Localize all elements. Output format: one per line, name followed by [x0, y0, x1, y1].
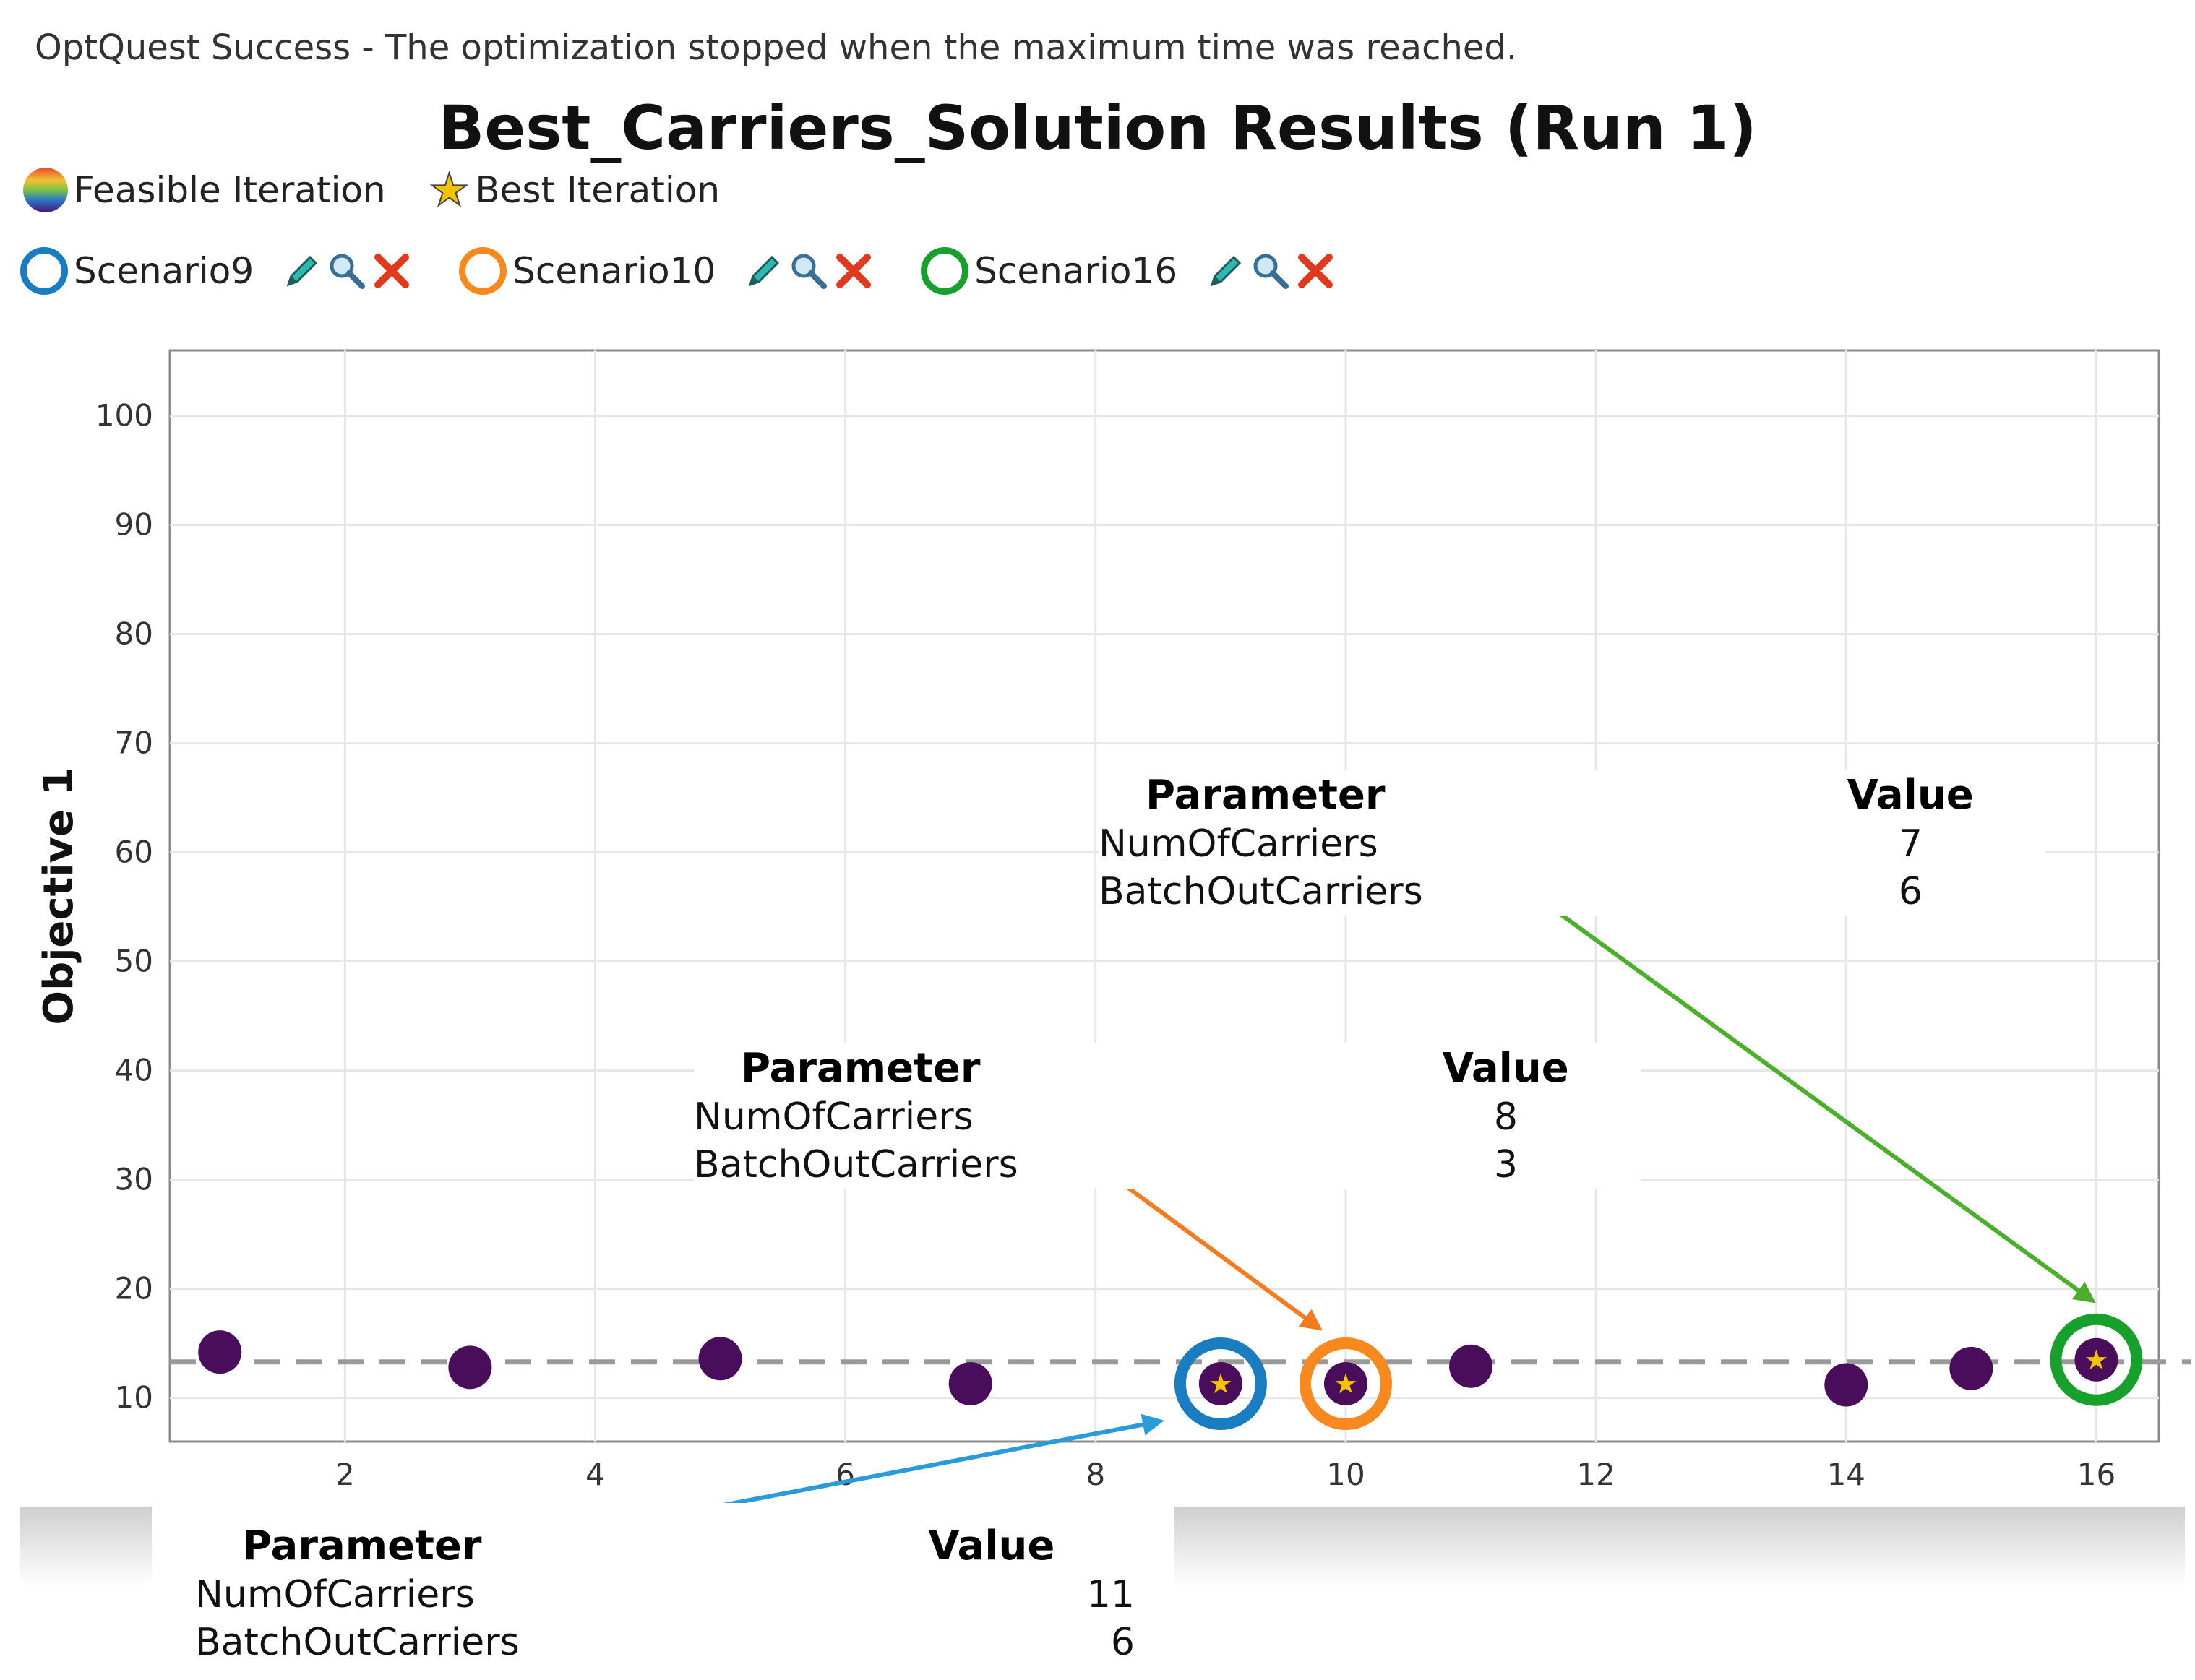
callout-param-value: 11	[1086, 1573, 1135, 1616]
x-tick-label: 4	[585, 1457, 605, 1492]
scenario16-parameter-callout: Parameter Value NumOfCarriers 7 BatchOut…	[1099, 770, 2045, 916]
callout-header-parameter: Parameter	[741, 1044, 981, 1092]
y-tick-label: 40	[115, 1053, 153, 1088]
feasible-iteration-point[interactable]	[1824, 1363, 1868, 1407]
callout-param-name: BatchOutCarriers	[195, 1621, 520, 1664]
feasible-iteration-label: Feasible Iteration	[74, 169, 386, 211]
scenario9-ring-icon	[20, 247, 68, 295]
callout-param-value: 6	[1898, 870, 1923, 913]
callout-header-value: Value	[928, 1522, 1055, 1569]
scenario-item-9[interactable]: Scenario9	[20, 247, 416, 295]
magnifier-icon[interactable]	[1250, 250, 1292, 292]
callout-param-name: NumOfCarriers	[195, 1573, 475, 1616]
scenario-item-16[interactable]: Scenario16	[921, 247, 1339, 295]
best-star-marker: ★	[2084, 1344, 2108, 1376]
x-tick-label: 16	[2077, 1457, 2115, 1492]
magnifier-icon[interactable]	[326, 250, 368, 292]
y-tick-label: 50	[115, 944, 153, 979]
best-iteration-label: Best Iteration	[475, 169, 721, 211]
callout-header-parameter: Parameter	[242, 1522, 482, 1569]
x-tick-label: 8	[1086, 1457, 1105, 1492]
feasible-iteration-point[interactable]	[698, 1337, 742, 1381]
callout-header-value: Value	[1442, 1044, 1569, 1092]
y-tick-label: 60	[115, 835, 153, 870]
best-iteration-star-icon: ★	[429, 163, 471, 216]
status-message: OptQuest Success - The optimization stop…	[35, 27, 1518, 68]
chart-title: Best_Carriers_Solution Results (Run 1)	[438, 92, 1757, 163]
x-tick-label: 6	[836, 1457, 855, 1492]
y-tick-label: 10	[115, 1380, 153, 1416]
scenario-highlight-ring[interactable]	[1174, 1337, 1267, 1430]
delete-x-icon[interactable]	[1294, 250, 1336, 292]
legend-iteration-types: Feasible Iteration ★ Best Iteration	[23, 163, 721, 216]
data-points: ★ ★ ★	[198, 1313, 2143, 1430]
delete-x-icon[interactable]	[371, 250, 413, 292]
callout-param-value: 6	[1110, 1621, 1135, 1664]
pencil-icon[interactable]	[743, 250, 785, 292]
y-tick-label: 80	[115, 616, 153, 652]
y-axis-label: Objective 1	[35, 767, 82, 1025]
callout-param-value: 8	[1493, 1095, 1518, 1139]
scenario-highlight-ring[interactable]	[1299, 1337, 1392, 1430]
delete-x-icon[interactable]	[833, 250, 875, 292]
callout-param-value: 3	[1493, 1143, 1518, 1186]
y-tick-label: 20	[115, 1271, 153, 1306]
scenario-highlight-ring[interactable]	[2050, 1313, 2143, 1406]
feasible-iteration-point[interactable]	[448, 1345, 492, 1390]
best-star-marker: ★	[1333, 1368, 1358, 1400]
y-tick-label: 90	[115, 507, 153, 543]
feasible-iteration-icon	[23, 168, 68, 212]
pencil-icon[interactable]	[1205, 250, 1247, 292]
scenario16-ring-icon	[921, 247, 969, 295]
best-iteration-point[interactable]	[1323, 1361, 1367, 1405]
axis-ticks: 10 20 30 40 50 60 70 80 90 100 2 4 6 8 10 12 14 16	[95, 398, 2115, 1492]
pencil-icon[interactable]	[281, 250, 323, 292]
callout-header-parameter: Parameter	[1146, 771, 1386, 819]
callout-param-name: BatchOutCarriers	[694, 1143, 1018, 1186]
best-star-marker: ★	[1208, 1368, 1233, 1400]
x-tick-label: 10	[1326, 1457, 1365, 1492]
scenario9-parameter-callout: Parameter Value NumOfCarriers 11 BatchOu…	[152, 1503, 1174, 1680]
x-tick-label: 14	[1827, 1457, 1865, 1492]
scenario-legend: Scenario9 Scenario10 Scenario16	[20, 247, 1383, 295]
callout-param-name: NumOfCarriers	[694, 1095, 974, 1139]
x-tick-label: 2	[335, 1457, 355, 1492]
y-tick-label: 70	[115, 725, 153, 761]
scenario9-label: Scenario9	[74, 250, 254, 292]
feasible-iteration-point[interactable]	[198, 1330, 242, 1374]
scenario10-label: Scenario10	[512, 250, 716, 292]
callout-param-name: NumOfCarriers	[1099, 822, 1378, 866]
feasible-iteration-point[interactable]	[1949, 1346, 1993, 1390]
scenario10-ring-icon	[459, 247, 507, 295]
y-tick-label: 30	[115, 1162, 153, 1197]
x-tick-label: 12	[1576, 1457, 1615, 1492]
best-iteration-point[interactable]	[2074, 1337, 2118, 1382]
y-tick-label: 100	[95, 398, 153, 434]
best-iteration-point[interactable]	[1198, 1361, 1242, 1405]
feasible-iteration-point[interactable]	[948, 1361, 992, 1405]
scenario-item-10[interactable]: Scenario10	[459, 247, 877, 295]
scenario16-label: Scenario16	[974, 250, 1178, 292]
feasible-iteration-point[interactable]	[1449, 1344, 1493, 1388]
callout-header-value: Value	[1847, 771, 1974, 819]
callout-param-value: 7	[1898, 822, 1923, 866]
callout-param-name: BatchOutCarriers	[1099, 870, 1423, 913]
scenario10-parameter-callout: Parameter Value NumOfCarriers 8 BatchOut…	[694, 1043, 1641, 1189]
magnifier-icon[interactable]	[788, 250, 830, 292]
